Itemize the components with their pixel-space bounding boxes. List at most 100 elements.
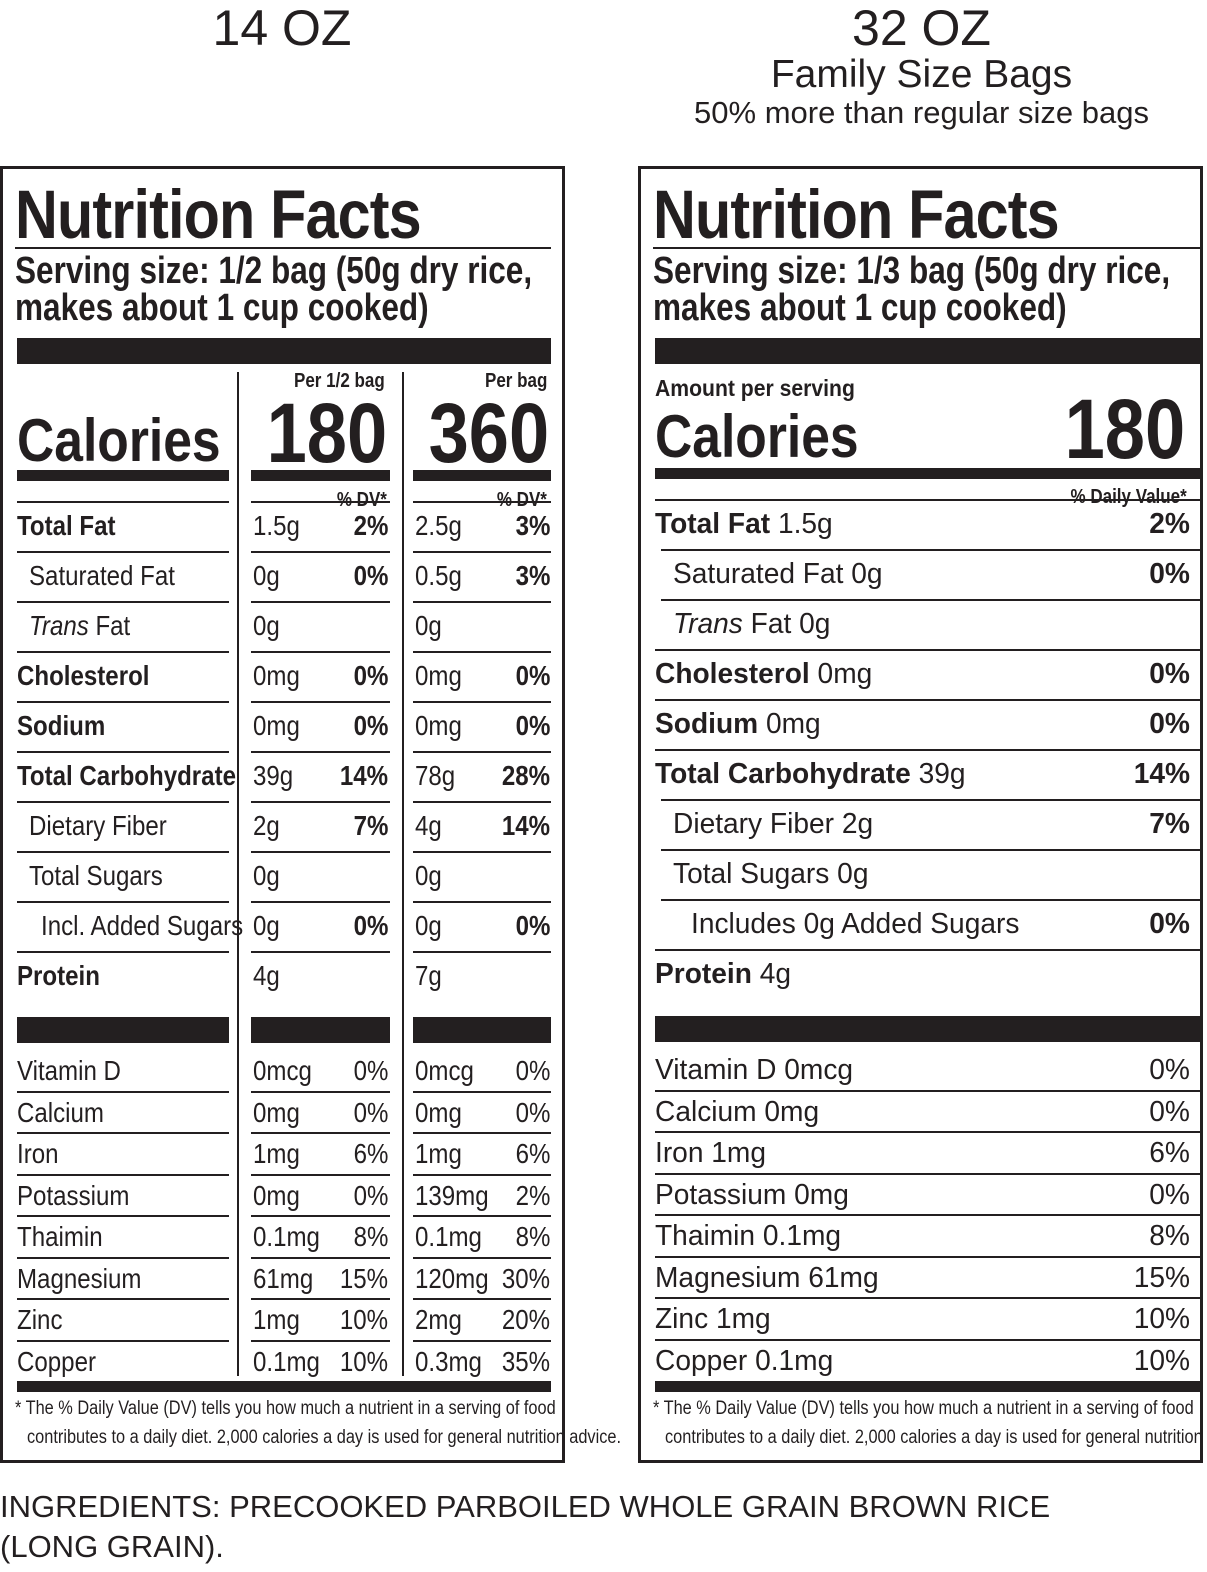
right-vitamin-rule <box>655 1256 1201 1258</box>
nutrient-dv: 0% <box>1149 908 1190 940</box>
left-size-text: 14 OZ <box>212 0 352 56</box>
right-row-rule <box>661 849 1201 851</box>
nutrient-name-text: Dietary Fiber 2g <box>673 808 874 840</box>
left-footnote-line1: * The % Daily Value (DV) tells you how m… <box>15 1398 556 1419</box>
right-vitamin-rule <box>655 1214 1201 1216</box>
col1-dv: 0% <box>353 1097 388 1128</box>
left-vitamin-rule <box>413 1340 551 1342</box>
nutrient-name-text: Fat <box>88 610 131 641</box>
nutrient-name: Includes 0g Added Sugars <box>691 907 1019 941</box>
nutrient-row: Sodium 0mg 0% 0mg 0% <box>3 701 563 751</box>
left-row-rule <box>413 901 551 903</box>
col2-amount: 0.5g <box>415 560 462 591</box>
right-row-rule <box>661 599 1201 601</box>
col2-amount: 0g <box>415 610 442 641</box>
col2-amount: 0mg <box>415 660 462 691</box>
nutrient-name-italic: Trans <box>29 610 89 641</box>
vitamin-row: Zinc 1mg 10% <box>641 1297 1203 1338</box>
vitamin-name: Vitamin D 0mcg <box>655 1054 854 1086</box>
vitamin-dv: 0% <box>1149 1054 1190 1086</box>
right-cal-bar <box>655 468 1201 479</box>
col2-dv: 3% <box>515 560 550 591</box>
vitamin-row: Vitamin D 0mcg 0% <box>641 1048 1203 1089</box>
right-amount-per-serving: Amount per serving <box>655 375 855 401</box>
nutrient-dv: 2% <box>1149 508 1190 540</box>
vitamin-name: Magnesium 61mg <box>655 1262 879 1294</box>
left-bottom-bar <box>17 1381 551 1392</box>
nutrient-name: Cholesterol <box>17 659 149 693</box>
col2-dv: 35% <box>501 1346 550 1377</box>
col2-amount: 0.3mg <box>415 1346 482 1377</box>
right-nutrition-facts-label: Nutrition Facts Serving size: 1/3 bag (5… <box>638 166 1207 1463</box>
col2-dv: 2% <box>515 1180 550 1211</box>
right-row-rule <box>661 899 1201 901</box>
col1-dv: 0% <box>353 660 388 691</box>
vitamin-name: Potassium <box>17 1180 130 1211</box>
vitamin-name: Potassium 0mg <box>655 1179 849 1211</box>
nutrient-dv: 7% <box>1149 808 1190 840</box>
left-row-rule <box>251 551 390 553</box>
left-row-rule <box>413 701 551 703</box>
col2-dv: 0% <box>515 660 550 691</box>
col1-dv: 0% <box>353 910 388 941</box>
left-vitamin-rule <box>251 1257 390 1259</box>
col2-amount: 0mg <box>415 710 462 741</box>
nutrient-name: Total Carbohydrate <box>17 759 236 793</box>
vitamin-dv: 15% <box>1133 1262 1190 1294</box>
left-column-divider-1 <box>237 372 239 1376</box>
nutrient-name-text: Cholesterol <box>17 660 150 691</box>
left-vitamin-rule <box>17 1298 229 1300</box>
left-row-rule <box>17 801 229 803</box>
col1-amount: 0mg <box>253 1097 300 1128</box>
nutrient-name-text: Incl. Added Sugars <box>41 910 244 941</box>
right-calories-value: 180 <box>1064 382 1185 476</box>
nutrient-amount: 0mg <box>809 658 873 690</box>
col1-amount: 0mg <box>253 660 300 691</box>
right-vitamin-rule <box>655 1090 1201 1092</box>
nutrient-row: Trans Fat 0g 0g <box>3 601 563 651</box>
vitamin-dv: 6% <box>1149 1137 1190 1169</box>
left-vitamin-rule <box>251 1298 390 1300</box>
left-row-rule <box>251 901 390 903</box>
left-vitamin-rule <box>413 1132 551 1134</box>
right-row-rule <box>655 649 1201 651</box>
col1-amount: 0mg <box>253 1180 300 1211</box>
left-row-rule <box>413 551 551 553</box>
vitamin-row: Calcium 0mg 0% 0mg 0% <box>3 1091 563 1132</box>
left-row-rule <box>17 701 229 703</box>
left-vitamin-rule <box>17 1257 229 1259</box>
nutrient-name: Saturated Fat 0g <box>673 557 883 591</box>
right-bottom-bar <box>655 1381 1201 1392</box>
left-row-rule <box>251 701 390 703</box>
left-row-rule <box>17 601 229 603</box>
vitamin-row: Iron 1mg 6% <box>641 1131 1203 1172</box>
nutrient-dv: 0% <box>1149 658 1190 690</box>
left-cal-bar-3 <box>413 470 551 481</box>
col2-amount: 0g <box>415 860 442 891</box>
left-vitamin-rule <box>413 1215 551 1217</box>
left-calories-label: Calories <box>17 407 221 474</box>
col1-amount: 0g <box>253 860 280 891</box>
nutrient-name-text: Includes 0g Added Sugars <box>691 908 1020 940</box>
col1-amount: 0mcg <box>253 1055 312 1086</box>
right-row-rule <box>655 499 1201 501</box>
col2-dv: 28% <box>501 760 550 791</box>
col2-dv: 14% <box>501 810 550 841</box>
vitamin-dv: 10% <box>1133 1345 1190 1377</box>
left-row-rule <box>17 501 229 503</box>
left-vitamin-rule <box>251 1132 390 1134</box>
nutrient-row: Protein 4g <box>641 949 1203 999</box>
left-vitamin-bar-2 <box>251 1017 390 1043</box>
left-thick-bar-top <box>17 338 551 364</box>
vitamin-name: Zinc 1mg <box>655 1303 771 1335</box>
nutrient-name: Protein 4g <box>655 957 791 991</box>
right-row-rule <box>661 799 1201 801</box>
vitamin-dv: 10% <box>1133 1303 1190 1335</box>
left-vitamin-bar-3 <box>413 1017 551 1043</box>
right-package-size-header: 32 OZ Family Size Bags 50% more than reg… <box>640 2 1203 130</box>
left-col1-calories: 180 <box>266 386 387 480</box>
left-row-rule <box>17 951 229 953</box>
right-family-size-text: Family Size Bags <box>770 53 1073 96</box>
col1-dv: 10% <box>339 1304 388 1335</box>
left-vitamin-rule <box>413 1298 551 1300</box>
